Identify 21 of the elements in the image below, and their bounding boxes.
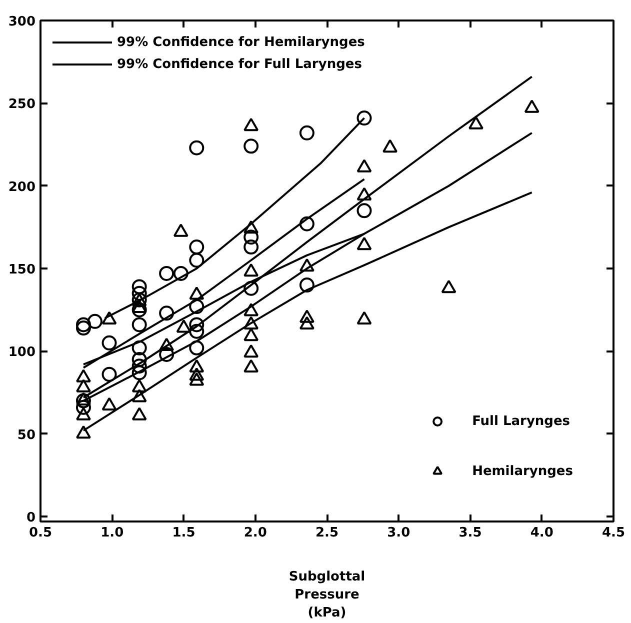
y-tick-label: 300 [8,14,36,30]
legend-label: 99% Confidence for Hemilarynges [117,34,365,50]
legend-label: Full Larynges [472,414,570,428]
y-tick-label: 100 [8,345,36,360]
x-tick-label: 2.5 [315,526,339,540]
x-tick-label: 1.5 [172,526,196,540]
y-tick-label: 150 [8,262,36,278]
x-tick-label: 3.5 [458,526,482,540]
x-tick-label: 4.5 [602,526,626,540]
x-tick-label: 4.0 [530,526,554,540]
y-tick-label: 50 [17,428,36,443]
x-tick-label: 0.5 [28,526,52,540]
x-axis-title: Subglottal Pressure (kPa) [288,570,366,620]
legend-label: 99% Confidence for Full Larynges [117,56,362,72]
y-tick-label: 250 [8,97,36,112]
x-tick-label: 2.0 [244,526,267,540]
y-tick-label: 0 [26,510,36,526]
x-tick-label: 1.0 [100,526,124,540]
y-tick-label: 200 [8,180,36,195]
legend-label: Hemilarynges [472,464,573,478]
x-tick-label: 3.0 [387,526,410,540]
